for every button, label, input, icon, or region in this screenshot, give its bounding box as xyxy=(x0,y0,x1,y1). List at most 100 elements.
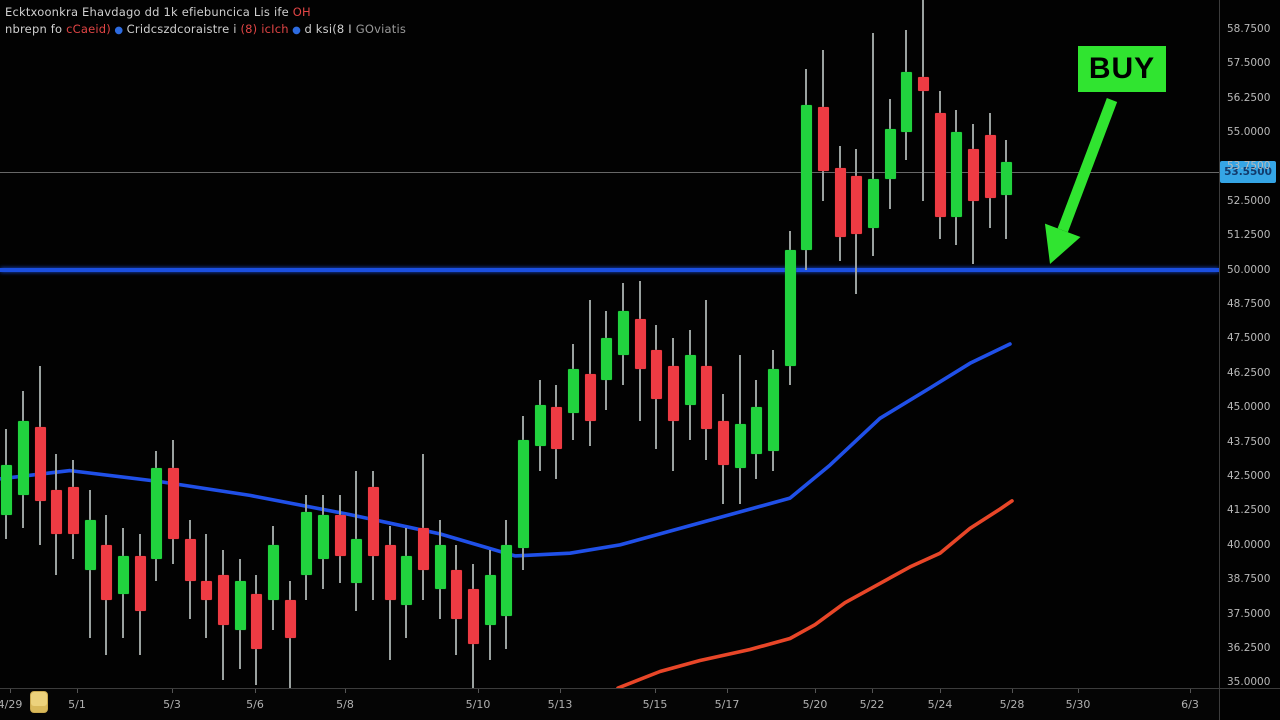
candle-body xyxy=(701,366,712,430)
candle-body xyxy=(368,487,379,556)
price-axis-label: 48.7500 xyxy=(1227,298,1271,311)
candle-body xyxy=(418,528,429,570)
time-axis-label: 6/3 xyxy=(1181,698,1199,711)
candle-body xyxy=(201,580,212,600)
candle-body xyxy=(501,544,512,617)
time-axis-label: 5/30 xyxy=(1065,698,1091,711)
time-axis[interactable]: 4/29 5/1 5/3 5/6 5/8 5/10 5/13 5/15 5/17 5/20 5/22… xyxy=(0,688,1219,720)
time-axis-label: 5/6 xyxy=(246,698,264,711)
time-axis-tick xyxy=(77,689,78,693)
calendar-event-icon[interactable] xyxy=(30,691,48,713)
candle-body xyxy=(251,594,262,650)
candle-body xyxy=(618,310,629,355)
time-axis-tick xyxy=(1012,689,1013,693)
axis-corner xyxy=(1219,688,1280,720)
price-axis-label: 38.7500 xyxy=(1227,573,1271,586)
time-axis-tick xyxy=(255,689,256,693)
candle-body xyxy=(685,355,696,405)
time-axis-tick xyxy=(172,689,173,693)
candle-body xyxy=(735,423,746,468)
price-axis-label: 57.5000 xyxy=(1227,57,1271,70)
candle-body xyxy=(151,467,162,559)
legend-text: GOviatis xyxy=(355,22,407,36)
price-axis-label: 51.2500 xyxy=(1227,229,1271,242)
time-axis-tick xyxy=(345,689,346,693)
candle-body xyxy=(901,71,912,133)
candle-body xyxy=(168,467,179,540)
price-axis-label: 45.0000 xyxy=(1227,401,1271,414)
candle-body xyxy=(135,555,146,611)
chart-legend[interactable]: Ecktxoonkra Ehavdago dd 1k efiebuncica L… xyxy=(5,4,406,39)
time-axis-label: 4/29 xyxy=(0,698,23,711)
time-axis-tick xyxy=(940,689,941,693)
legend-text: (8) icIch xyxy=(240,22,289,36)
candle-body xyxy=(301,511,312,576)
price-axis-label: 41.2500 xyxy=(1227,504,1271,517)
price-axis-label: 42.5000 xyxy=(1227,470,1271,483)
price-axis-label: 46.2500 xyxy=(1227,366,1271,379)
support-level-line[interactable] xyxy=(0,267,1219,272)
legend-indicator-row[interactable]: nbrepn fo cCaeid) ● Cridcszdcoraistre i … xyxy=(5,21,406,39)
candle-body xyxy=(218,575,229,625)
price-axis-label: 58.7500 xyxy=(1227,22,1271,35)
time-axis-label: 5/8 xyxy=(336,698,354,711)
candle-body xyxy=(285,599,296,639)
legend-text: Cridcszdcoraistre i xyxy=(126,22,241,36)
candle-body xyxy=(101,544,112,600)
legend-text: cCaeid) xyxy=(66,22,111,36)
candle-body xyxy=(18,421,29,496)
candle-body xyxy=(485,575,496,625)
price-axis-label: 56.2500 xyxy=(1227,91,1271,104)
candle-body xyxy=(835,167,846,237)
candle-body xyxy=(801,104,812,251)
price-axis-label: 35.0000 xyxy=(1227,676,1271,689)
candle-body xyxy=(385,544,396,600)
candle-body xyxy=(935,112,946,218)
candle-body xyxy=(335,514,346,556)
time-axis-label: 5/10 xyxy=(465,698,491,711)
candle-body xyxy=(185,539,196,581)
time-axis-tick xyxy=(872,689,873,693)
time-axis-tick xyxy=(10,689,11,693)
candle-body xyxy=(751,407,762,455)
candle-wick xyxy=(589,299,591,446)
time-axis-tick xyxy=(655,689,656,693)
time-axis-label: 5/13 xyxy=(547,698,573,711)
time-axis-label: 5/15 xyxy=(642,698,668,711)
buy-annotation-label[interactable]: BUY xyxy=(1078,46,1166,92)
candle-body xyxy=(951,132,962,218)
candle-body xyxy=(718,421,729,466)
time-axis-tick xyxy=(1078,689,1079,693)
price-axis[interactable]: 53.5500 58.7500 57.5000 56.2500 55.0000 53.7… xyxy=(1219,0,1280,688)
candle-body xyxy=(468,588,479,644)
candle-body xyxy=(585,374,596,422)
candle-body xyxy=(601,338,612,380)
candle-wick xyxy=(289,580,291,699)
legend-text: OH xyxy=(292,5,311,19)
time-axis-label: 5/1 xyxy=(68,698,86,711)
candle-wick xyxy=(872,33,874,256)
candle-body xyxy=(235,580,246,631)
candle-body xyxy=(68,487,79,534)
candle-body xyxy=(885,129,896,179)
price-axis-label: 47.5000 xyxy=(1227,332,1271,345)
chart-surface[interactable]: Ecktxoonkra Ehavdago dd 1k efiebuncica L… xyxy=(0,0,1219,699)
candle-body xyxy=(818,107,829,171)
legend-symbol-row[interactable]: Ecktxoonkra Ehavdago dd 1k efiebuncica L… xyxy=(5,4,406,21)
candle-body xyxy=(451,569,462,620)
time-axis-label: 5/3 xyxy=(163,698,181,711)
price-axis-label: 50.0000 xyxy=(1227,263,1271,276)
candle-body xyxy=(851,176,862,234)
candle-body xyxy=(51,489,62,534)
candle-body xyxy=(551,407,562,449)
candle-body xyxy=(651,349,662,400)
candle-body xyxy=(535,404,546,446)
time-axis-tick xyxy=(727,689,728,693)
candle-body xyxy=(351,539,362,584)
legend-dot-icon: ● xyxy=(110,25,127,36)
legend-dot-icon: ● xyxy=(288,25,305,36)
time-axis-label: 5/28 xyxy=(999,698,1025,711)
price-axis-label: 37.5000 xyxy=(1227,607,1271,620)
time-axis-tick xyxy=(815,689,816,693)
